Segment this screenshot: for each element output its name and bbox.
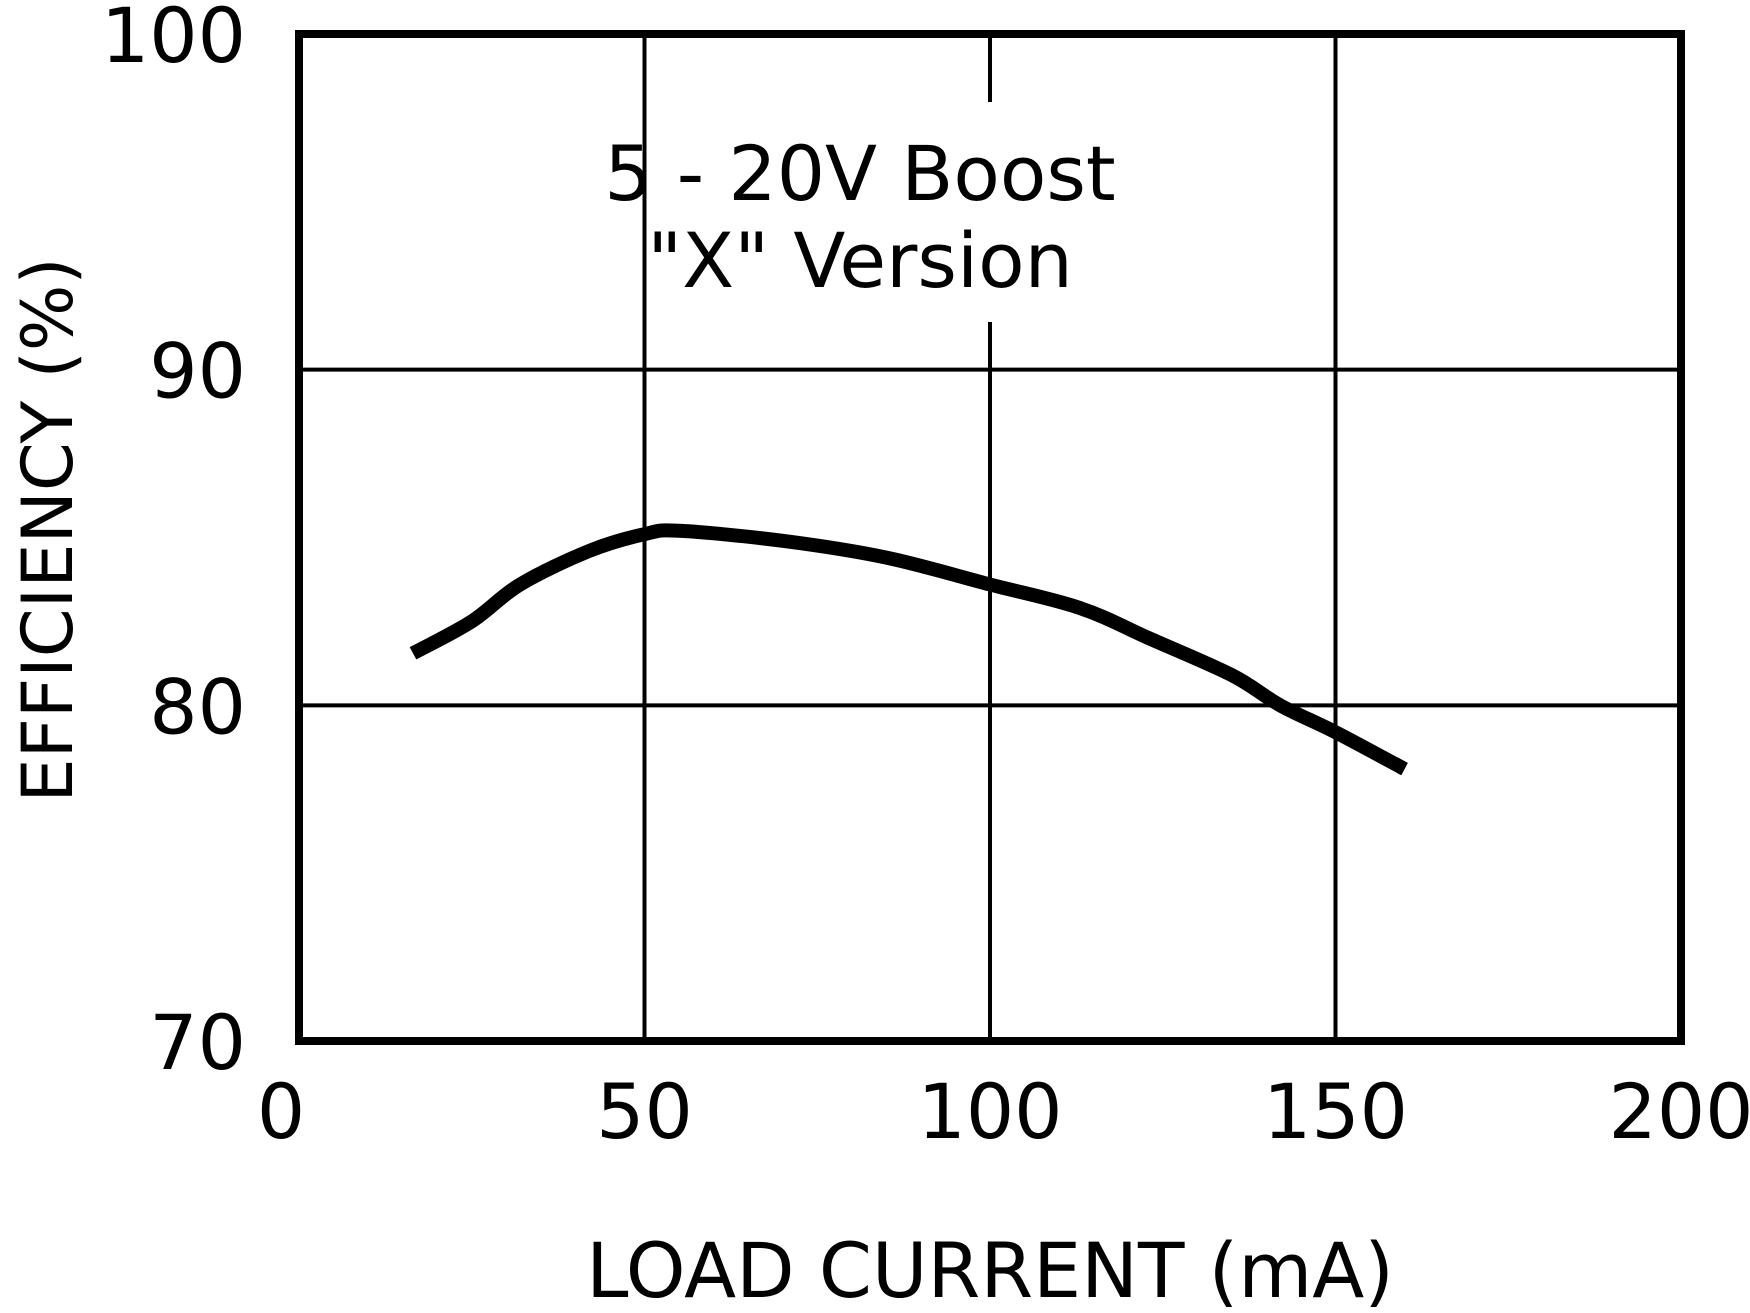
y-tick-label: 80: [149, 662, 246, 751]
y-axis-label: EFFICIENCY (%): [7, 257, 89, 802]
annotation-line-1: 5 - 20V Boost: [604, 129, 1115, 218]
x-axis-label: LOAD CURRENT (mA): [586, 1226, 1394, 1313]
annotation-background: [730, 102, 1250, 322]
x-axis-tick-labels: 0 50 100 150 200: [257, 1067, 1750, 1156]
efficiency-curve: [409, 523, 1408, 776]
y-axis-tick-labels: 70 80 90 100: [101, 0, 246, 1087]
x-tick-label: 200: [1608, 1067, 1750, 1156]
y-tick-label: 100: [101, 0, 246, 80]
plot-frame: [295, 30, 1685, 1045]
x-tick-label: 0: [257, 1067, 305, 1156]
annotation-line-2: "X" Version: [647, 216, 1073, 305]
x-tick-label: 100: [917, 1067, 1062, 1156]
y-tick-label: 90: [149, 327, 246, 416]
x-tick-label: 150: [1263, 1067, 1408, 1156]
x-tick-label: 50: [596, 1067, 693, 1156]
y-tick-label: 70: [149, 998, 246, 1087]
